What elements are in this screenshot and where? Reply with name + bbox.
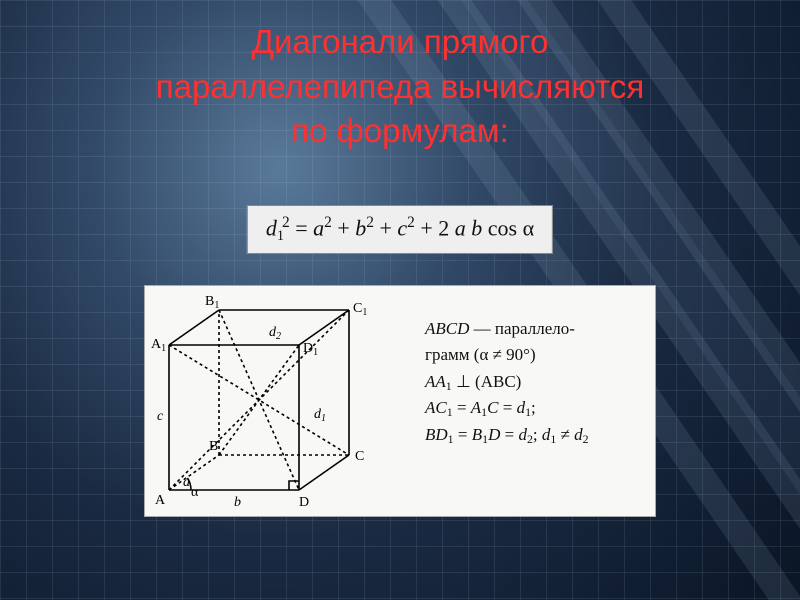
math-line-3: AA1 ⊥ (ABC) [425,369,650,395]
lbl-D1: D1 [303,341,318,358]
lbl-a: a [183,475,190,490]
f-p2: + [379,215,391,240]
ml4a: AC [425,398,447,417]
f-fb: b [471,215,482,240]
formula-box: d12 = a2 + b2 + c2 + 2 a b cos α [247,205,553,254]
f-eq: = [295,215,307,240]
f-p1: + [337,215,349,240]
ml5b: B [472,425,482,444]
ml3a: AA [425,372,446,391]
lbl-alpha: α [191,485,199,500]
title-line-1: Диагонали прямого [252,23,549,60]
f-d: d [266,215,277,240]
f-b: b [355,215,366,240]
lbl-C: C [355,449,364,464]
ml5c: D [488,425,500,444]
lbl-A: A [155,493,166,508]
f-b2: 2 [366,214,374,231]
diagram-panel: A D C B A1 D1 C1 B1 a b c d1 d2 α ABCD —… [144,285,656,517]
ml5a: BD [425,425,448,444]
ml4d: d [517,398,526,417]
ml5ne: ≠ [556,425,574,444]
lbl-B1: B1 [205,294,219,311]
lbl-d2: d2 [269,325,281,342]
f-c: c [397,215,407,240]
f-c2: 2 [407,214,415,231]
title-line-2: параллелепипеда вычисляются [156,68,645,105]
math-line-4: AC1 = A1C = d1; [425,395,650,421]
ml5fs: 2 [583,432,589,446]
lbl-C1: C1 [353,301,367,318]
ml3p: ⊥ [452,372,475,391]
f-cos: cos [488,215,517,240]
math-line-5: BD1 = B1D = d2; d1 ≠ d2 [425,422,650,448]
lbl-D: D [299,495,309,510]
ml5end: ; [533,425,538,444]
ml5e: = [454,425,472,444]
lbl-B: B [209,439,218,454]
lbl-d1: d1 [314,407,326,424]
f-alpha: α [523,215,535,240]
ml5e2: = [500,425,518,444]
ml1b: — [469,319,495,338]
ml1c: параллело- [495,319,575,338]
ml4e: = [453,398,471,417]
parallelepiped-diagram: A D C B A1 D1 C1 B1 a b c d1 d2 α [149,290,409,512]
ml4end: ; [531,398,536,417]
f-fa: a [455,215,466,240]
lbl-b: b [234,495,241,510]
ml5f: d [574,425,583,444]
ml5d: d [518,425,527,444]
ml4c: C [487,398,498,417]
f-dsup: 2 [282,214,290,231]
math-line-1: ABCD — параллело- [425,316,650,342]
math-line-2: грамм (α ≠ 90°) [425,342,650,368]
lbl-c: c [157,409,164,424]
title-line-3: по формулам: [291,112,509,149]
ml4b: A [471,398,481,417]
slide-title: Диагонали прямого параллелепипеда вычисл… [40,20,760,154]
ml3b: (ABC) [475,372,521,391]
lbl-A1: A1 [151,337,166,354]
f-p3: + [420,215,432,240]
slide: Диагонали прямого параллелепипеда вычисл… [0,0,800,600]
f-a2: 2 [324,214,332,231]
f-2: 2 [438,215,449,240]
ml1a: ABCD [425,319,469,338]
f-a: a [313,215,324,240]
math-text: ABCD — параллело- грамм (α ≠ 90°) AA1 ⊥ … [425,316,650,448]
ml4e2: = [498,398,516,417]
